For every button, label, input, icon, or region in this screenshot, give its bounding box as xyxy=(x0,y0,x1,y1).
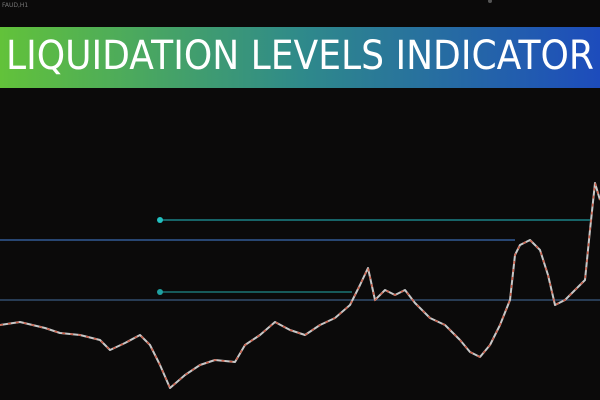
level-dot xyxy=(157,217,163,223)
window-label: FAUD,H1 xyxy=(2,2,28,9)
banner xyxy=(0,27,600,88)
level-dot xyxy=(157,289,163,295)
banner-title: LIQUIDATION LEVELS INDICATOR xyxy=(6,33,594,79)
marker xyxy=(488,0,492,3)
price-line-down xyxy=(0,182,600,390)
